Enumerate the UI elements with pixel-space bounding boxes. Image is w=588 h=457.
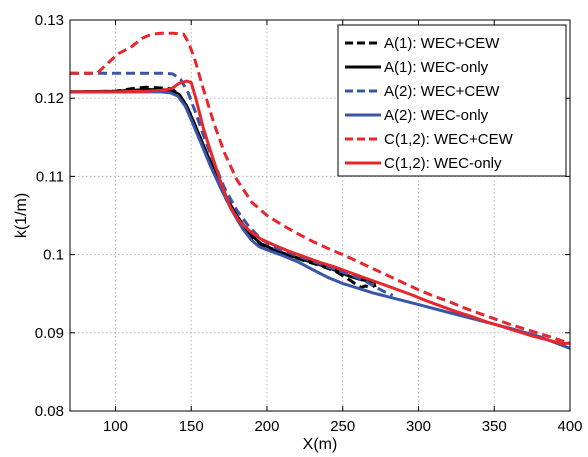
y-tick-label: 0.08 (35, 403, 64, 420)
x-tick-label: 250 (330, 418, 355, 435)
legend: A(1): WEC+CEW A(1): WEC-only A(2): WEC+CEW… (337, 24, 567, 177)
x-tick-label: 100 (103, 418, 128, 435)
legend-label-2: A(1): WEC-only (384, 59, 489, 76)
y-tick-labels: 0.08 0.09 0.1 0.11 0.12 0.13 (35, 12, 64, 420)
y-tick-label: 0.12 (35, 90, 64, 107)
x-tick-label: 200 (254, 418, 279, 435)
series-line-4 (70, 90, 571, 350)
x-tick-label: 300 (406, 418, 431, 435)
y-axis-label: k(1/m) (13, 193, 30, 238)
x-axis-label: X(m) (303, 436, 338, 453)
series-line-3 (70, 71, 394, 297)
legend-label-1: A(1): WEC+CEW (384, 35, 500, 52)
legend-label-5: C(1,2): WEC+CEW (384, 131, 514, 148)
tick-marks (70, 19, 571, 412)
y-tick-label: 0.09 (35, 325, 64, 342)
x-tick-labels: 100 150 200 250 300 350 400 (103, 418, 583, 435)
series-line-6 (70, 79, 571, 346)
plot-frame (69, 19, 571, 412)
series-layer (69, 31, 571, 350)
legend-label-3: A(2): WEC+CEW (384, 83, 500, 100)
legend-label-6: C(1,2): WEC-only (384, 155, 502, 172)
x-tick-label: 400 (557, 418, 582, 435)
x-tick-label: 350 (482, 418, 507, 435)
y-tick-label: 0.1 (43, 247, 64, 264)
legend-label-4: A(2): WEC-only (384, 107, 489, 124)
legend-box (337, 24, 567, 177)
y-tick-label: 0.13 (35, 12, 64, 29)
y-tick-label: 0.11 (36, 168, 64, 185)
x-tick-label: 150 (179, 418, 204, 435)
series-line-5 (70, 31, 571, 346)
